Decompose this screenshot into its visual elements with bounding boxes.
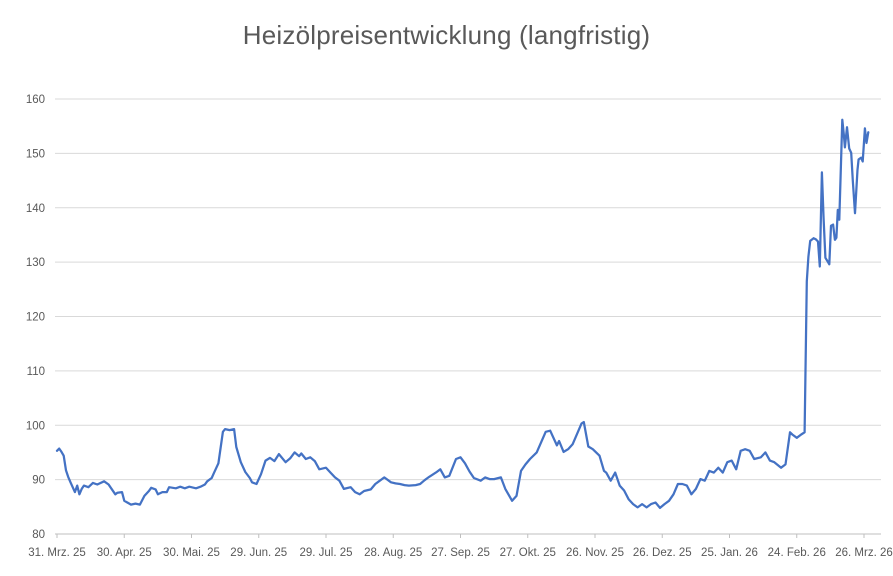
- x-tick-label: 24. Feb. 26: [768, 547, 826, 559]
- x-tick-label: 25. Jan. 26: [701, 547, 758, 559]
- x-tick-label: 29. Jun. 25: [230, 547, 287, 559]
- y-tick-label: 110: [27, 366, 45, 378]
- x-tick-label: 30. Mai. 25: [163, 547, 220, 559]
- x-tick-label: 29. Jul. 25: [299, 547, 352, 559]
- x-tick-label: 27. Sep. 25: [431, 547, 490, 559]
- y-axis-labels-group: 80 90 100 110 120 130 140 150 160: [26, 94, 45, 541]
- x-tick-label: 26. Dez. 25: [633, 547, 692, 559]
- x-tick-label: 26. Nov. 25: [566, 547, 624, 559]
- x-tick-label: 28. Aug. 25: [364, 547, 422, 559]
- y-tick-label: 100: [26, 420, 45, 432]
- y-tick-label: 90: [32, 475, 45, 487]
- x-axis-group: 31. Mrz. 25 30. Apr. 25 30. Mai. 25 29. Jun…: [28, 533, 893, 559]
- y-tick-label: 140: [26, 203, 45, 215]
- y-tick-label: 160: [26, 94, 45, 106]
- heizoel-price-line-series: [55, 118, 870, 510]
- x-tick-label: 27. Okt. 25: [500, 547, 556, 559]
- gridlines-group: [55, 98, 881, 481]
- y-tick-label: 120: [26, 312, 45, 324]
- x-tick-label: 30. Apr. 25: [97, 547, 152, 559]
- x-tick-label: 26. Mrz. 26: [835, 547, 893, 559]
- chart-title: Heizölpreisentwicklung (langfristig): [242, 20, 651, 50]
- y-tick-label: 80: [32, 529, 45, 541]
- y-tick-label: 150: [26, 148, 45, 160]
- y-tick-label: 130: [26, 257, 45, 269]
- x-tick-label: 31. Mrz. 25: [28, 547, 86, 559]
